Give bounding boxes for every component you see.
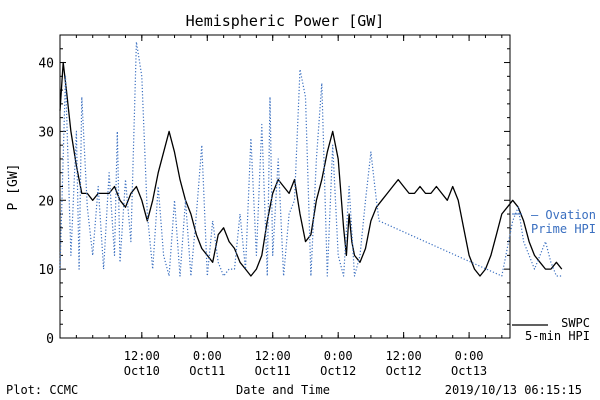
x-tick-label-time: 0:00 (193, 349, 222, 363)
y-tick-label: 20 (38, 194, 54, 209)
x-tick-label-date: Oct11 (189, 364, 225, 378)
plot-frame (59, 34, 511, 339)
x-tick-label-date: Oct11 (255, 364, 291, 378)
x-tick-label-date: Oct10 (124, 364, 160, 378)
x-tick-label-date: Oct12 (320, 364, 356, 378)
legend-swpc-line2: 5-min HPI (525, 329, 590, 343)
x-tick-label-time: 12:00 (124, 349, 160, 363)
y-axis-label: P [GW] (6, 164, 21, 211)
swpc-line (59, 61, 563, 277)
x-tick-label-time: 12:00 (386, 349, 422, 363)
y-tick-label: 40 (38, 57, 54, 72)
series-layer (59, 41, 563, 277)
y-tick-label: 0 (46, 332, 54, 347)
x-tick-label-date: Oct12 (386, 364, 422, 378)
x-tick-label-date: Oct13 (451, 364, 487, 378)
y-tick-label: 10 (38, 263, 54, 278)
y-axis: 0 10 20 30 40 (38, 34, 510, 347)
plot-border (59, 34, 511, 339)
legend-ovation-line2: Prime HPI (531, 222, 596, 236)
timestamp: 2019/10/13 06:15:15 (445, 383, 582, 397)
series-swpc (59, 61, 563, 277)
ovation-line (59, 41, 562, 277)
legend-swpc-line1: SWPC (561, 316, 590, 330)
chart-title: Hemispheric Power [GW] (186, 12, 385, 30)
x-tick-label-time: 0:00 (324, 349, 353, 363)
plot-credit: Plot: CCMC (6, 383, 78, 397)
x-tick-label-time: 12:00 (255, 349, 291, 363)
series-ovation (59, 41, 562, 277)
x-axis: 12:00Oct100:00Oct1112:00Oct110:00Oct1212… (75, 35, 503, 378)
x-tick-label-time: 0:00 (455, 349, 484, 363)
x-axis-label: Date and Time (236, 383, 330, 397)
y-tick-label: 30 (38, 125, 54, 140)
legend-ovation-line1: – Ovation (531, 208, 596, 222)
